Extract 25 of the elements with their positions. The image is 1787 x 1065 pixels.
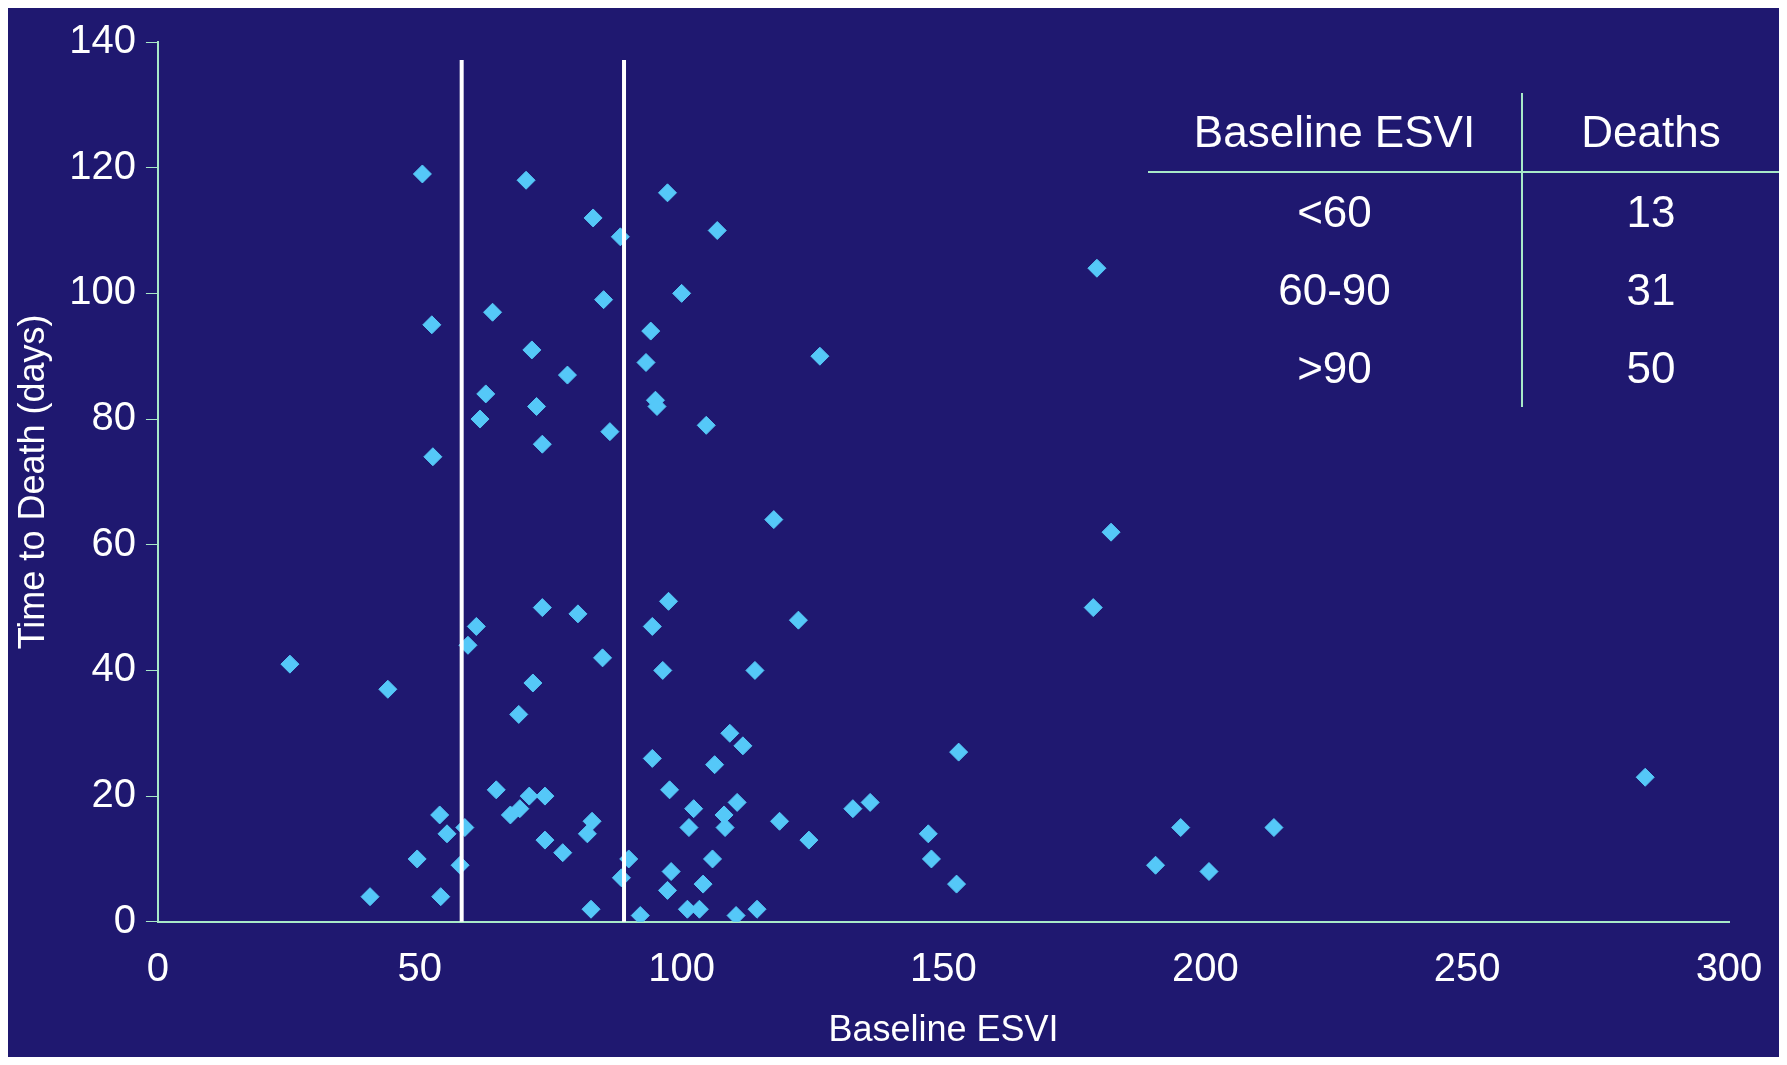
annotation: 60-90 (1148, 251, 1522, 329)
y-axis-title: Time to Death (days) (10, 314, 52, 650)
annotation: >90 (1148, 329, 1522, 407)
annotation: Deaths (1521, 93, 1779, 172)
x-axis-title: Baseline ESVI (828, 1008, 1059, 1050)
y-tick-label: 0 (113, 896, 136, 941)
x-tick-label: 150 (910, 944, 977, 989)
annotation: 50 (1625, 342, 1677, 394)
annotation: 13 (1625, 186, 1677, 238)
y-tick-label: 40 (91, 645, 136, 690)
x-tick-label: 50 (397, 944, 443, 989)
annotation: <60 (1148, 172, 1522, 251)
y-tick-label: 140 (69, 17, 136, 62)
y-tick-label: 100 (69, 268, 136, 313)
y-tick-label: 120 (69, 142, 136, 187)
y-tick-label: 60 (91, 519, 136, 564)
x-tick-label: 200 (1171, 944, 1239, 989)
annotation: 31 (1625, 264, 1677, 316)
x-tick-label: 0 (146, 944, 170, 989)
annotation: Baseline ESVI (1148, 93, 1522, 172)
y-tick-label: 20 (91, 771, 136, 816)
x-tick-label: 250 (1433, 944, 1501, 989)
x-tick-label: 300 (1695, 944, 1763, 989)
y-tick-label: 80 (91, 394, 136, 439)
x-tick-label: 100 (648, 944, 715, 989)
